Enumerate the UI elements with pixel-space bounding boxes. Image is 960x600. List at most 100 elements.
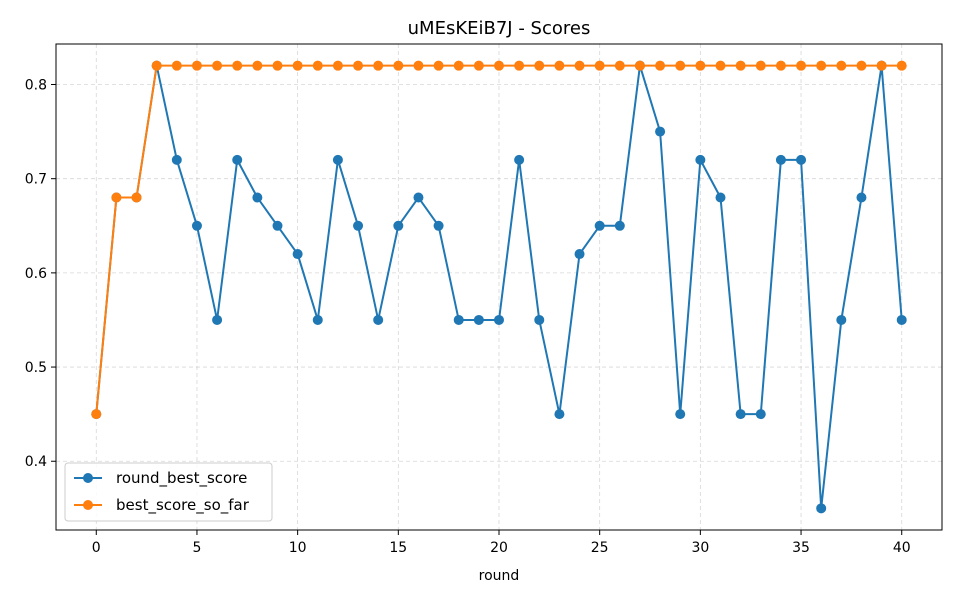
data-point-best-score-so-far	[816, 60, 827, 71]
data-point-best-score-so-far	[775, 60, 786, 71]
data-point-best-score-so-far	[514, 60, 525, 71]
x-tick-label: 5	[192, 540, 201, 556]
data-point-round-best-score	[594, 220, 605, 231]
data-point-best-score-so-far	[755, 60, 766, 71]
data-point-best-score-so-far	[534, 60, 545, 71]
data-point-best-score-so-far	[252, 60, 263, 71]
legend-label-best-score-so-far: best_score_so_far	[116, 496, 250, 515]
legend: round_best_score best_score_so_far	[64, 462, 273, 522]
data-point-best-score-so-far	[675, 60, 686, 71]
data-point-round-best-score	[574, 249, 585, 260]
data-point-best-score-so-far	[715, 60, 726, 71]
data-point-round-best-score	[433, 220, 444, 231]
data-point-best-score-so-far	[574, 60, 585, 71]
data-point-round-best-score	[554, 409, 565, 420]
data-point-round-best-score	[252, 192, 263, 203]
data-point-best-score-so-far	[272, 60, 283, 71]
y-tick-label: 0.8	[25, 78, 47, 94]
data-point-best-score-so-far	[433, 60, 444, 71]
data-point-best-score-so-far	[453, 60, 464, 71]
data-point-best-score-so-far	[836, 60, 847, 71]
data-point-round-best-score	[232, 154, 243, 165]
data-point-round-best-score	[453, 314, 464, 325]
chart-title: uMEsKEiB7J - Scores	[408, 18, 591, 39]
data-point-round-best-score	[836, 314, 847, 325]
data-point-round-best-score	[695, 154, 706, 165]
x-axis-label: round	[479, 568, 520, 584]
data-point-round-best-score	[332, 154, 343, 165]
data-point-round-best-score	[715, 192, 726, 203]
data-point-best-score-so-far	[191, 60, 202, 71]
legend-marker-round-best-score	[83, 473, 93, 483]
data-point-best-score-so-far	[111, 192, 122, 203]
data-point-round-best-score	[614, 220, 625, 231]
data-point-best-score-so-far	[151, 60, 162, 71]
y-tick-label: 0.6	[25, 266, 47, 282]
legend-label-round-best-score: round_best_score	[116, 469, 247, 488]
x-tick-label: 35	[792, 540, 810, 556]
data-point-best-score-so-far	[695, 60, 706, 71]
ticks: 0 5 10 15 20 25 30 35 40 0.4 0.5 0.6 0.7 0.8	[25, 78, 911, 557]
data-point-best-score-so-far	[494, 60, 504, 71]
x-tick-label: 0	[92, 540, 101, 556]
data-point-round-best-score	[534, 314, 545, 325]
data-point-best-score-so-far	[393, 60, 404, 71]
data-point-round-best-score	[353, 220, 364, 231]
data-point-best-score-so-far	[856, 60, 867, 71]
data-point-best-score-so-far	[91, 409, 102, 420]
data-point-best-score-so-far	[171, 60, 182, 71]
data-point-round-best-score	[413, 192, 424, 203]
data-point-round-best-score	[171, 154, 182, 165]
data-point-best-score-so-far	[212, 60, 223, 71]
data-point-best-score-so-far	[413, 60, 424, 71]
data-point-round-best-score	[675, 409, 686, 420]
data-point-best-score-so-far	[796, 60, 807, 71]
grid	[56, 44, 942, 530]
data-point-round-best-score	[856, 192, 867, 203]
y-tick-label: 0.4	[25, 454, 47, 470]
data-point-round-best-score	[312, 314, 323, 325]
data-point-best-score-so-far	[554, 60, 565, 71]
data-point-round-best-score	[494, 314, 504, 325]
legend-marker-best-score-so-far	[83, 500, 93, 510]
data-point-best-score-so-far	[896, 60, 907, 71]
x-tick-label: 15	[389, 540, 407, 556]
data-point-best-score-so-far	[876, 60, 887, 71]
data-point-round-best-score	[896, 314, 907, 325]
data-point-best-score-so-far	[473, 60, 484, 71]
series-layer	[91, 60, 907, 514]
data-point-round-best-score	[393, 220, 404, 231]
data-point-best-score-so-far	[634, 60, 645, 71]
data-point-round-best-score	[473, 314, 484, 325]
data-point-best-score-so-far	[353, 60, 364, 71]
data-point-best-score-so-far	[614, 60, 625, 71]
x-tick-label: 30	[691, 540, 709, 556]
data-point-best-score-so-far	[594, 60, 605, 71]
data-point-best-score-so-far	[292, 60, 303, 71]
data-point-best-score-so-far	[655, 60, 666, 71]
data-point-best-score-so-far	[735, 60, 746, 71]
data-point-round-best-score	[775, 154, 786, 165]
data-point-round-best-score	[212, 314, 223, 325]
data-point-round-best-score	[514, 154, 525, 165]
data-point-best-score-so-far	[332, 60, 343, 71]
x-tick-label: 40	[893, 540, 911, 556]
data-point-round-best-score	[272, 220, 283, 231]
data-point-round-best-score	[373, 314, 384, 325]
data-point-best-score-so-far	[232, 60, 243, 71]
data-point-best-score-so-far	[131, 192, 142, 203]
data-point-round-best-score	[735, 409, 746, 420]
series-best-score-so-far	[91, 60, 907, 420]
x-tick-label: 25	[591, 540, 609, 556]
data-point-round-best-score	[816, 503, 827, 514]
y-tick-label: 0.5	[25, 360, 47, 376]
legend-frame	[64, 462, 273, 522]
data-point-round-best-score	[191, 220, 202, 231]
data-point-best-score-so-far	[373, 60, 384, 71]
data-point-round-best-score	[292, 249, 303, 260]
data-point-round-best-score	[755, 409, 766, 420]
x-tick-label: 10	[289, 540, 307, 556]
y-tick-label: 0.7	[25, 172, 47, 188]
x-tick-label: 20	[490, 540, 508, 556]
